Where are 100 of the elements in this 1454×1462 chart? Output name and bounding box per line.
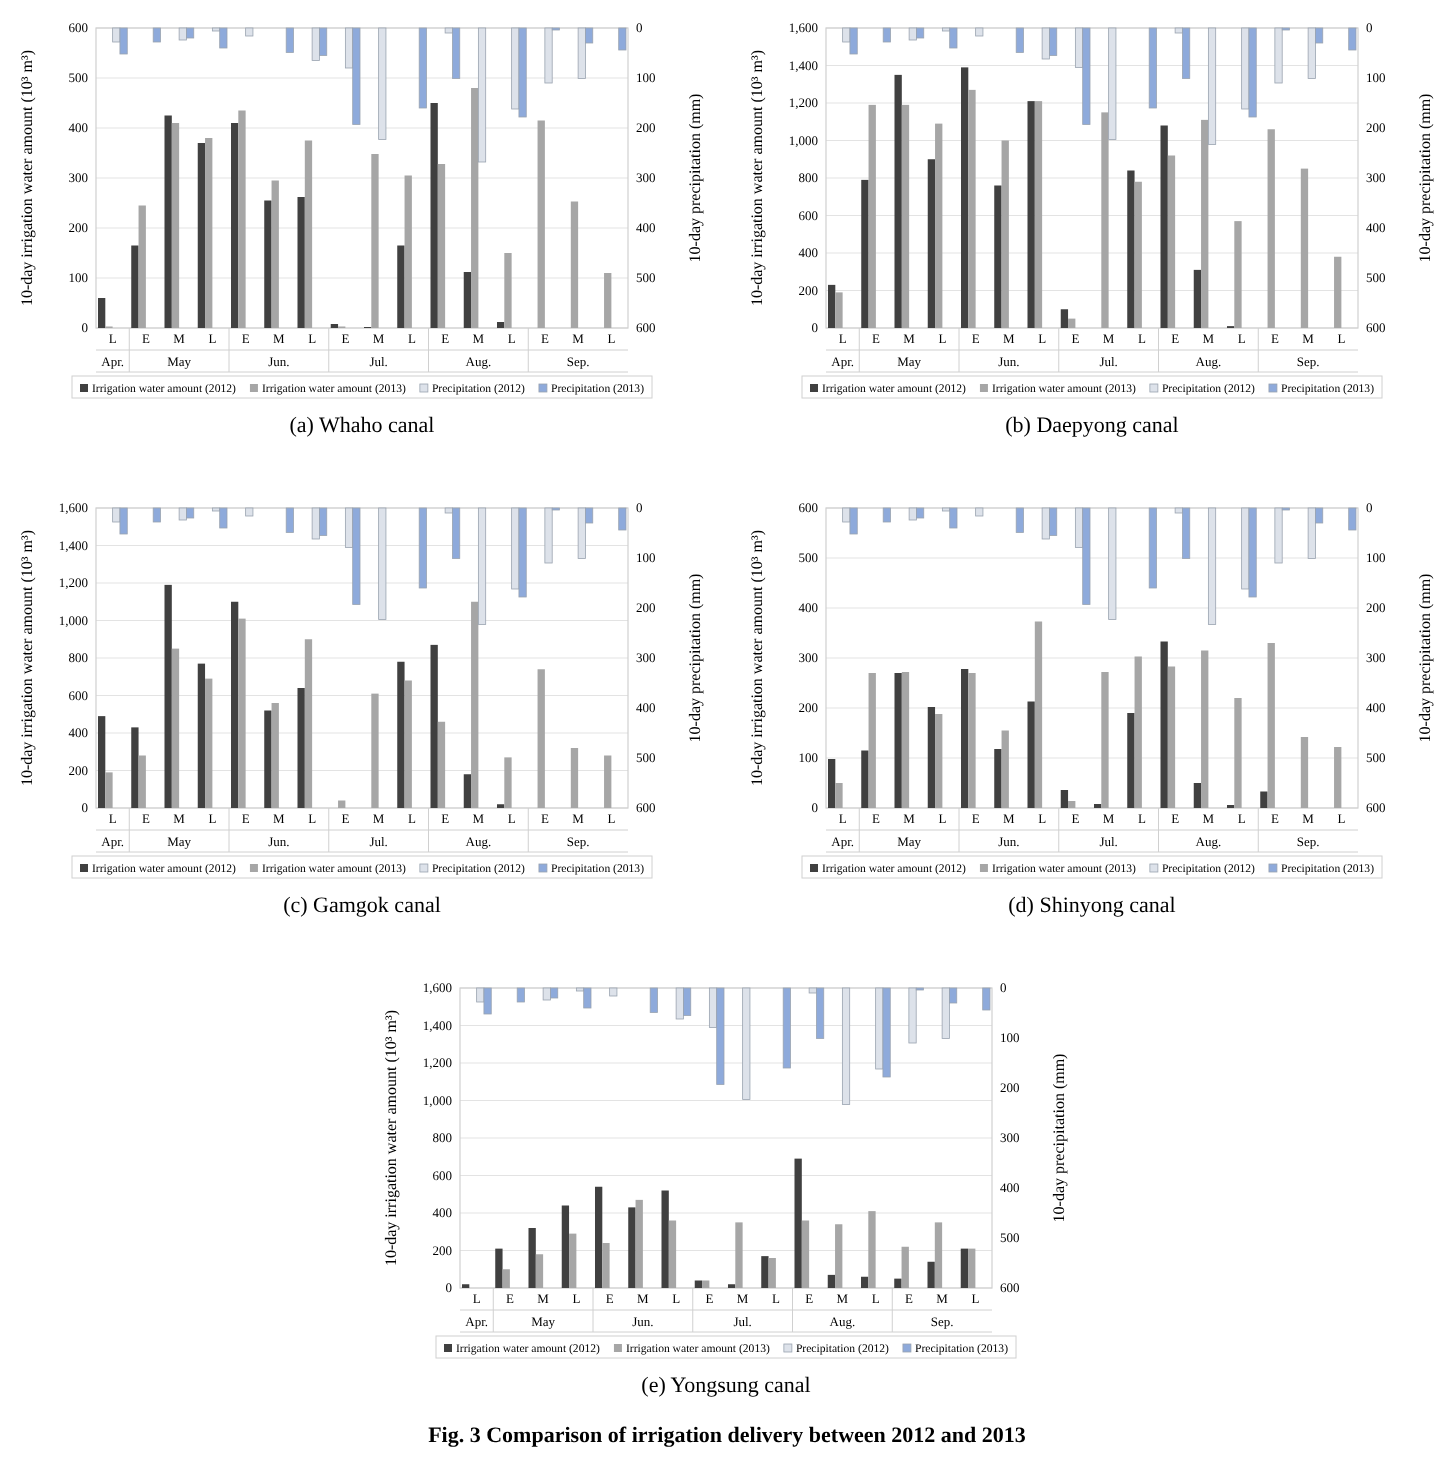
bar — [311, 27, 320, 61]
bar — [495, 1248, 503, 1288]
bar — [1248, 27, 1257, 118]
bar — [570, 748, 579, 808]
bar — [1160, 125, 1168, 328]
bar — [894, 74, 902, 328]
bar — [828, 759, 836, 808]
bar — [761, 1256, 769, 1288]
bar — [245, 507, 254, 517]
bar — [186, 27, 195, 39]
bar — [961, 67, 969, 328]
bar — [138, 205, 146, 328]
bar — [1167, 666, 1176, 808]
bar — [570, 201, 579, 328]
bar — [1160, 641, 1168, 808]
bar — [205, 678, 213, 808]
text: (e) Yongsung canal — [641, 1374, 811, 1398]
bar — [716, 987, 725, 1085]
bar — [231, 601, 239, 808]
bar — [264, 200, 272, 328]
bar — [171, 648, 180, 808]
bar — [542, 987, 551, 1001]
bar — [1334, 747, 1342, 808]
bar — [868, 104, 876, 328]
bar — [463, 272, 472, 328]
bar — [782, 987, 791, 1069]
bar — [975, 27, 984, 37]
bar — [483, 987, 492, 1015]
bar — [271, 703, 279, 808]
bar — [452, 507, 461, 559]
bar — [968, 1248, 976, 1288]
bar — [537, 120, 545, 328]
bar — [827, 1274, 836, 1288]
bar — [961, 669, 969, 808]
bar — [835, 783, 843, 808]
bar — [635, 1199, 643, 1288]
bar — [264, 710, 272, 808]
bar — [496, 322, 505, 328]
bar — [297, 197, 305, 328]
bar — [968, 89, 976, 328]
bar — [238, 110, 246, 328]
bar — [1034, 101, 1043, 328]
bar — [604, 755, 612, 808]
bar — [437, 164, 446, 328]
bar — [397, 661, 405, 808]
bar — [901, 672, 910, 808]
bar — [178, 507, 187, 521]
y-axis-title: 10-day irrigation water amount (10³ m³) — [18, 49, 36, 307]
bar — [1167, 155, 1176, 328]
bar — [628, 1207, 636, 1288]
bar — [1034, 621, 1043, 808]
y2-axis-title: 10-day precipitation (mm) — [686, 572, 704, 743]
bar — [285, 507, 294, 533]
text: (b) Daepyong canal — [1005, 414, 1179, 438]
bar — [164, 584, 172, 808]
bar — [561, 1205, 570, 1288]
bar — [894, 673, 902, 808]
bar — [675, 987, 684, 1020]
bar — [661, 1190, 669, 1288]
bar — [463, 774, 472, 808]
bar — [171, 123, 180, 328]
y-axis-title: 10-day irrigation water amount (10³ m³) — [748, 529, 766, 787]
bar — [518, 27, 527, 118]
bar — [1082, 507, 1091, 605]
bar — [516, 987, 525, 1003]
bar — [994, 185, 1002, 328]
bar — [430, 103, 438, 328]
bar — [768, 1258, 776, 1288]
bar — [371, 693, 379, 808]
bar — [916, 27, 925, 39]
bar — [178, 27, 187, 41]
bar — [1068, 318, 1076, 328]
bar — [131, 727, 139, 808]
bar — [1101, 672, 1109, 808]
y2-axis-title: 10-day precipitation (mm) — [1416, 572, 1434, 743]
bar — [1127, 170, 1135, 328]
bar — [927, 1261, 935, 1288]
bar — [1182, 507, 1191, 559]
bar — [297, 688, 305, 808]
bar — [1248, 507, 1257, 598]
bar — [1193, 269, 1202, 328]
bar — [1049, 27, 1058, 56]
bar — [404, 175, 412, 328]
bar — [1060, 790, 1069, 808]
bar — [994, 749, 1002, 808]
bar — [835, 292, 843, 328]
bar — [1148, 27, 1157, 109]
text: (a) Whaho canal — [289, 414, 435, 438]
bar — [1068, 801, 1076, 808]
bar — [197, 663, 206, 808]
bar — [1027, 701, 1035, 808]
bar — [982, 987, 991, 1011]
bar — [583, 987, 592, 1009]
bar — [801, 1220, 810, 1288]
bar — [949, 27, 958, 49]
bar — [849, 27, 858, 55]
bar — [138, 755, 146, 808]
bar — [285, 27, 294, 53]
bar — [1001, 140, 1009, 328]
bar — [849, 507, 858, 535]
